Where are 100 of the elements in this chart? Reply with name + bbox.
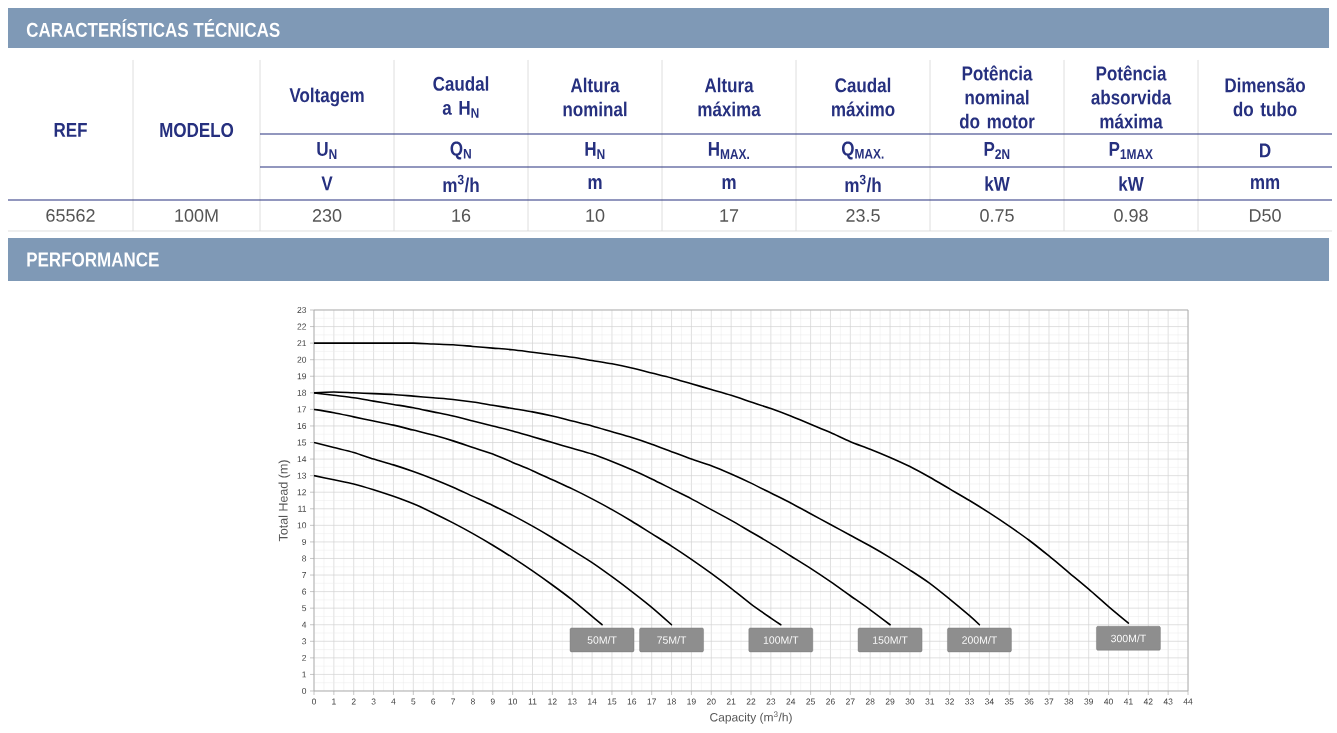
text: 100M bbox=[175, 209, 218, 222]
text: Q$_{N}$ bbox=[450, 141, 471, 160]
text: V bbox=[321, 176, 333, 191]
x-tick-label: 15 bbox=[607, 698, 617, 705]
text: 17 bbox=[720, 209, 739, 222]
y-tick-label: 6 bbox=[302, 588, 307, 595]
category-label: Dimensão do tubo bbox=[1225, 77, 1305, 117]
series-label: 150M/T bbox=[873, 636, 908, 644]
y-tick-label: 15 bbox=[297, 439, 307, 446]
x-tick-label: 4 bbox=[391, 698, 396, 705]
text: D50 bbox=[1249, 209, 1281, 222]
y-axis-title: Total Head (m) bbox=[278, 460, 291, 542]
x-tick-label: 23 bbox=[766, 698, 776, 705]
line-series bbox=[314, 441, 673, 626]
text: mm bbox=[1251, 178, 1280, 189]
y-tick-label: 11 bbox=[298, 505, 307, 512]
x-tick-label: 36 bbox=[1024, 698, 1034, 705]
x-tick-label: 26 bbox=[826, 698, 835, 705]
y-tick-label: 0 bbox=[302, 688, 307, 694]
text: P$_{2N}$ bbox=[984, 142, 1010, 159]
text: m bbox=[722, 178, 736, 189]
x-tick-label: 0 bbox=[311, 698, 317, 705]
x-tick-label: 25 bbox=[806, 698, 815, 705]
x-tick-label: 24 bbox=[786, 698, 796, 705]
x-tick-label: 31 bbox=[925, 698, 935, 705]
y-tick-label: 18 bbox=[297, 389, 307, 396]
category-label: Caudal a H$_{N}$ bbox=[433, 76, 489, 118]
x-tick-label: 30 bbox=[905, 698, 915, 705]
x-tick-label: 21 bbox=[726, 698, 736, 705]
x-axis-title: Capacity (m$^{3}$/h) bbox=[710, 711, 792, 724]
y-tick-label: 7 bbox=[302, 572, 307, 578]
x-tick-label: 32 bbox=[945, 698, 954, 705]
category-label: Potência absorvida máxima bbox=[1091, 65, 1172, 129]
y-tick-label: 12 bbox=[297, 489, 307, 496]
x-tick-label: 11 bbox=[528, 698, 537, 705]
x-tick-label: 8 bbox=[470, 698, 475, 705]
y-tick-label: 5 bbox=[302, 605, 307, 612]
y-tick-label: 8 bbox=[302, 555, 307, 562]
series-label: 100M/T bbox=[763, 636, 799, 644]
x-tick-label: 14 bbox=[588, 698, 597, 705]
y-tick-label: 21 bbox=[297, 340, 307, 347]
text: kW bbox=[985, 176, 1010, 191]
y-tick-label: 2 bbox=[302, 654, 307, 661]
category-label: Voltagem bbox=[289, 87, 364, 107]
text: 65562 bbox=[46, 209, 95, 222]
x-tick-label: 18 bbox=[667, 698, 676, 705]
series-label: 200M/T bbox=[962, 636, 997, 644]
text: H$_{MAX.}$ bbox=[708, 142, 749, 159]
x-tick-label: 12 bbox=[548, 698, 557, 705]
x-tick-label: 7 bbox=[451, 698, 455, 705]
x-tick-label: 16 bbox=[627, 698, 637, 705]
text: 0.98 bbox=[1114, 209, 1148, 222]
y-tick-label: 22 bbox=[297, 323, 307, 330]
text: Q$_{MAX.}$ bbox=[841, 141, 884, 160]
y-tick-label: 13 bbox=[297, 472, 307, 479]
y-tick-label: 16 bbox=[297, 422, 307, 429]
x-tick-label: 1 bbox=[332, 698, 336, 705]
text: H$_{N}$ bbox=[585, 142, 605, 159]
series-label: 75M/T bbox=[657, 636, 687, 644]
y-tick-label: 20 bbox=[297, 356, 307, 363]
x-tick-label: 43 bbox=[1163, 698, 1173, 705]
category-label: MODELO bbox=[160, 122, 234, 138]
text: U$_{N}$ bbox=[317, 142, 337, 159]
y-tick-label: 10 bbox=[297, 522, 307, 529]
x-tick-label: 28 bbox=[865, 698, 875, 705]
x-tick-label: 2 bbox=[351, 698, 356, 705]
text: m$^{3}$/h bbox=[443, 174, 479, 193]
x-tick-label: 17 bbox=[647, 698, 656, 705]
line-series bbox=[314, 474, 603, 626]
y-tick-label: 1 bbox=[302, 671, 307, 678]
x-tick-label: 37 bbox=[1044, 698, 1054, 705]
text: 0.75 bbox=[980, 209, 1014, 222]
text: P$_{1MAX}$ bbox=[1109, 142, 1153, 159]
text: 230 bbox=[312, 209, 342, 222]
x-tick-label: 34 bbox=[984, 698, 994, 705]
y-tick-label: 17 bbox=[297, 406, 307, 413]
text: m$^{3}$/h bbox=[845, 174, 881, 193]
series-label: 50M/T bbox=[587, 636, 617, 644]
series-label: 300M/T bbox=[1111, 634, 1146, 643]
x-tick-label: 9 bbox=[490, 698, 495, 705]
y-tick-label: 3 bbox=[302, 638, 307, 645]
x-tick-label: 3 bbox=[371, 698, 376, 705]
y-tick-label: 4 bbox=[301, 621, 307, 628]
line-series bbox=[314, 408, 782, 626]
x-tick-label: 22 bbox=[746, 698, 756, 705]
y-tick-label: 9 bbox=[302, 538, 307, 545]
x-tick-label: 35 bbox=[1004, 698, 1014, 705]
text: 16 bbox=[452, 209, 471, 222]
x-tick-label: 42 bbox=[1143, 698, 1153, 705]
x-tick-label: 29 bbox=[885, 698, 895, 705]
text: D bbox=[1260, 143, 1271, 158]
y-tick-label: 19 bbox=[297, 373, 307, 380]
x-tick-label: 39 bbox=[1084, 698, 1094, 705]
x-tick-label: 38 bbox=[1064, 698, 1074, 705]
text: 10 bbox=[586, 209, 605, 222]
x-tick-label: 33 bbox=[965, 698, 974, 705]
category-label: Altura nominal bbox=[563, 77, 627, 117]
text: 23.5 bbox=[846, 209, 880, 222]
x-tick-label: 10 bbox=[508, 698, 518, 705]
text: m bbox=[588, 178, 602, 189]
